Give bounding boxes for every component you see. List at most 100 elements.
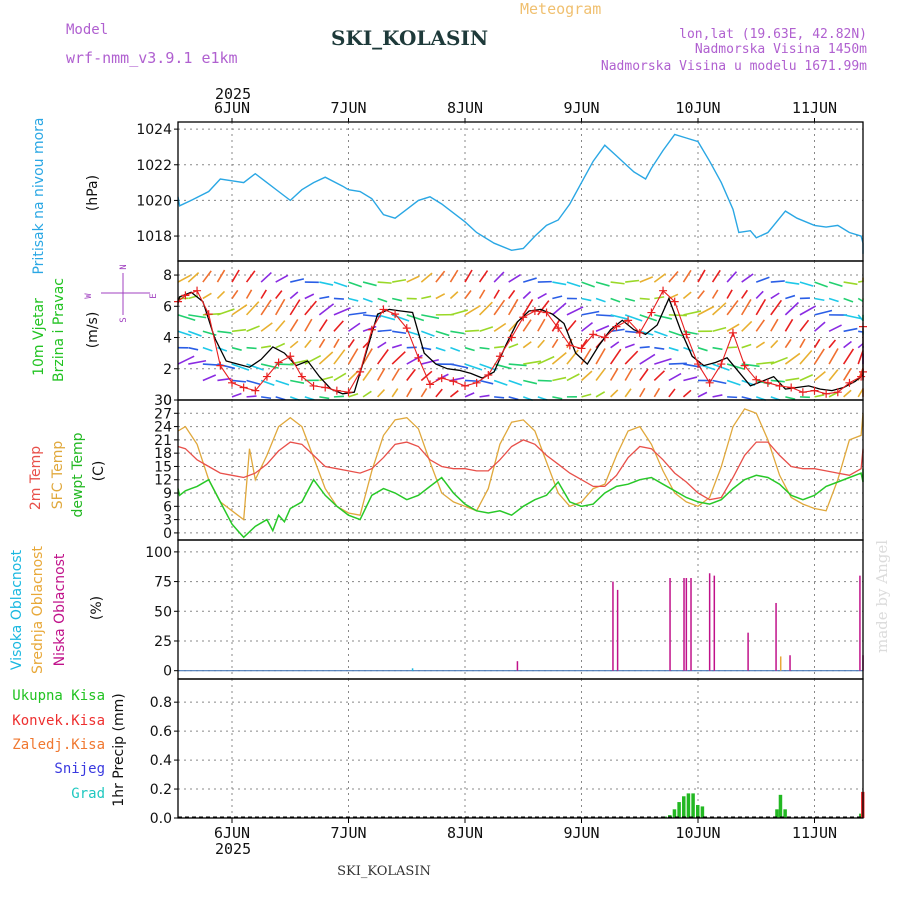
wind-arrow [508,379,523,386]
wind-arrow [479,326,494,333]
wind-gust-marker [670,297,679,306]
year-top: 2025 [215,85,251,103]
wind-arrow [842,368,852,381]
wind-arrow [304,318,313,332]
bottom-date-labels: 6JUN 7JUN 8JUN 9JUN 10JUN 11JUN [214,818,837,842]
wind-gust-marker [519,313,528,322]
wind-arrow [639,353,656,365]
wind-arrow [784,318,794,332]
wind-arrow [711,289,719,299]
wind-arrow [406,275,420,283]
wind-arrow [595,325,610,333]
wind-arrow [333,297,344,300]
wind-arrow [537,300,550,316]
compass-e: E [149,293,159,298]
wind-arrow [785,377,800,382]
wind-arrow [362,297,373,303]
wind-arrow [435,293,446,300]
wind-arrow [333,395,344,398]
wind-arrow [246,325,260,333]
wind-arrow [216,290,226,300]
wind-arrow [319,396,330,400]
wind-arrow [493,322,507,332]
wind-gust-marker [484,371,493,380]
wind-arrow [639,346,650,349]
wind-gust-marker [472,378,481,387]
wind-arrow [333,307,351,316]
wind-arrow [245,270,256,283]
wind-arrow [260,345,272,349]
wind-arrow [464,363,483,371]
wind-arrow [406,368,416,381]
y-tick-label: 30 [154,393,172,409]
y-tick-label: 25 [154,634,172,650]
wind-gust-marker [204,310,213,319]
wind-arrow [581,297,592,302]
wind-arrow [828,339,837,349]
wind-arrow [508,363,527,367]
wind-arrow [246,346,257,350]
wind-arrow [377,281,392,284]
wind-arrow [421,314,440,320]
pressure-title: Pritisak na nivou mora [31,117,47,274]
wind-arrow [784,301,799,316]
wind-arrow [406,314,425,322]
wind-arrow [318,303,335,316]
wind-arrow [624,297,636,302]
y-tick-label: 9 [163,486,172,502]
precip-legend-conv: Konvek.Kisa [12,713,105,729]
wind-arrow [318,338,326,349]
wind-gust-marker [635,328,644,337]
wind-arrow [828,281,843,288]
precip-unit: 1hr Precip (mm) [111,693,127,806]
wind-arrow [683,310,702,316]
wind-arrow [188,359,207,365]
wind-gust-marker [728,328,737,337]
wind-arrow [231,289,239,299]
wind-arrow [217,308,235,316]
wind-arrow [857,297,864,302]
wind-gust-marker [274,358,283,367]
wind-arrow [347,348,359,365]
wind-arrow [552,396,563,400]
wind-gust-marker [297,372,306,381]
wind-gust-marker [787,383,796,392]
precip-bar [778,794,783,818]
cloud-title-2: Srednja Oblacnost [30,546,46,674]
wind-arrow [566,320,577,332]
wind-arrow [333,372,347,382]
y-tick-label: 50 [154,604,172,620]
wind-gust-marker [530,306,539,315]
wind-arrow [261,396,272,400]
top-date-label: 9JUN [563,99,599,117]
pressure-title-text: Pritisak na nivou mora [31,117,47,274]
wind-arrow [231,363,250,371]
wind-arrow [682,269,692,283]
wind-arrow [464,289,472,299]
wind-arrow [231,346,242,351]
wind-arrow [843,340,852,349]
wind-arrow [231,269,240,283]
wind-arrow [435,346,446,352]
wind-arrow [333,320,344,332]
wind-arrow [304,354,322,365]
precip-legend-total: Ukupna Kisa [12,688,105,704]
wind-gust-marker [833,388,842,397]
wind-gust-marker [554,324,563,333]
wind-arrow [391,351,406,365]
wind-arrow [668,388,676,398]
wind-gust-marker [356,367,365,376]
precip-bar [672,809,677,818]
precip-legend-frz: Zaledj.Kisa [12,737,105,753]
wind-arrow [537,318,546,332]
wind-arrow [741,299,752,316]
wind-arrow [231,392,242,398]
y-tick-label: 8 [163,268,172,284]
wind-arrow [362,368,372,381]
wind-arrow [376,367,386,381]
cloud-unit-text: (%) [89,596,105,620]
wind-arrow [231,304,248,316]
wind-gust-marker [507,333,516,342]
y-tick-label: 0.4 [150,753,172,769]
wind-arrow [420,387,428,398]
